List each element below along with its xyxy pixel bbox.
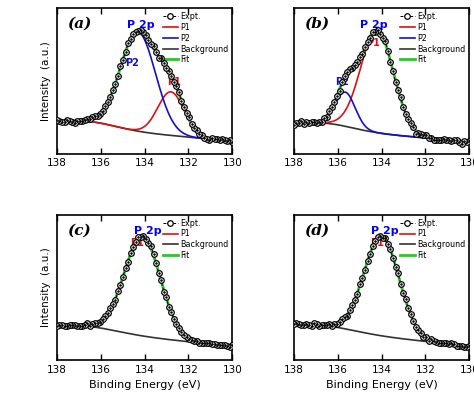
X-axis label: Binding Energy (eV): Binding Energy (eV) xyxy=(326,380,438,390)
Text: P 2p: P 2p xyxy=(134,226,162,236)
Text: P 2p: P 2p xyxy=(360,20,388,30)
Text: P2: P2 xyxy=(336,77,349,87)
Text: P1: P1 xyxy=(130,238,145,249)
Text: P1: P1 xyxy=(167,77,181,87)
Text: (c): (c) xyxy=(67,223,91,237)
Text: (a): (a) xyxy=(67,17,92,31)
Text: (b): (b) xyxy=(304,17,329,31)
Text: P 2p: P 2p xyxy=(371,226,399,236)
Legend: Expt., P1, Background, Fit: Expt., P1, Background, Fit xyxy=(399,217,467,261)
X-axis label: Binding Energy (eV): Binding Energy (eV) xyxy=(89,380,201,390)
Y-axis label: Intensity  (a.u.): Intensity (a.u.) xyxy=(41,41,51,121)
Legend: Expt., P1, P2, Background, Fit: Expt., P1, P2, Background, Fit xyxy=(162,11,230,66)
Text: P1: P1 xyxy=(366,38,380,48)
Y-axis label: Intensity  (a.u.): Intensity (a.u.) xyxy=(41,247,51,327)
Legend: Expt., P1, Background, Fit: Expt., P1, Background, Fit xyxy=(162,217,230,261)
Text: P 2p: P 2p xyxy=(127,20,155,30)
Text: P1: P1 xyxy=(370,238,383,249)
Text: P2: P2 xyxy=(125,58,139,68)
Text: (d): (d) xyxy=(304,223,329,237)
Legend: Expt., P1, P2, Background, Fit: Expt., P1, P2, Background, Fit xyxy=(399,11,467,66)
